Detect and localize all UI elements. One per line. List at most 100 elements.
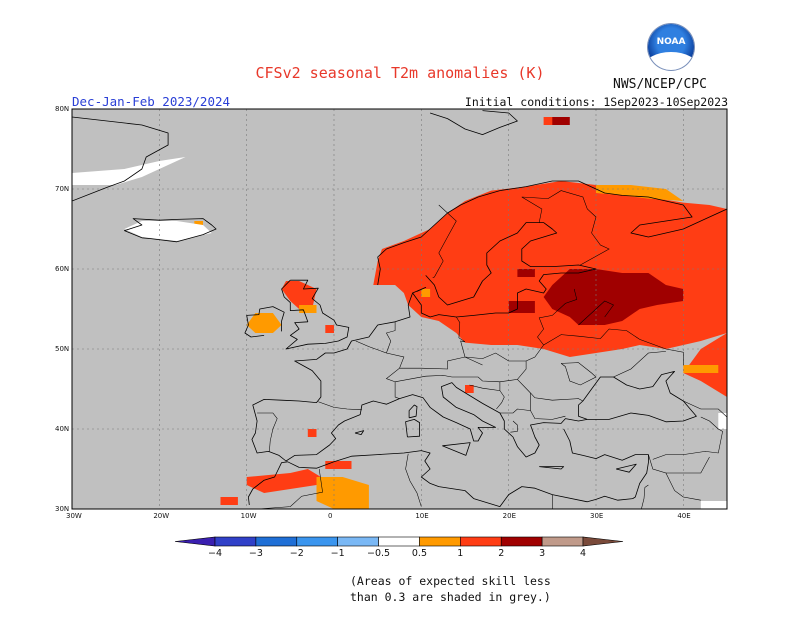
lat-tick-label: 30N xyxy=(55,505,70,513)
coastline-15 xyxy=(354,430,365,436)
coastline-2 xyxy=(251,292,697,462)
coastline-13 xyxy=(539,466,565,470)
lat-tick-label: 50N xyxy=(55,345,70,353)
anomaly-region-4 xyxy=(307,429,317,437)
coastline-9 xyxy=(72,116,169,202)
colorbar-label: −0.5 xyxy=(367,548,391,559)
anomaly-region-3 xyxy=(325,325,334,333)
initial-conditions: Initial conditions: 1Sep2023-10Sep2023 xyxy=(464,95,728,109)
anomaly-region-15 xyxy=(683,365,719,373)
lon-tick-label: 30W xyxy=(66,512,82,520)
anomaly-region-11 xyxy=(299,305,317,313)
noaa-logo: NOAA xyxy=(648,24,694,70)
colorbar-label: 0.5 xyxy=(411,548,427,559)
colorbar-bin xyxy=(255,536,298,547)
anomaly-region-17 xyxy=(543,269,684,325)
colorbar-label: −4 xyxy=(207,548,223,559)
border-13 xyxy=(560,362,597,386)
colorbar-bin xyxy=(500,536,543,547)
border-22 xyxy=(641,484,649,509)
lon-tick-label: 0 xyxy=(328,512,333,520)
coastline-5 xyxy=(281,279,350,350)
colorbar-bin xyxy=(541,536,584,547)
colorbar-bin xyxy=(378,536,420,547)
border-19 xyxy=(683,400,727,418)
anomaly-region-14 xyxy=(421,289,431,297)
border-1 xyxy=(521,190,610,266)
border-23 xyxy=(665,456,710,474)
border-0 xyxy=(432,204,457,279)
colorbar-bin xyxy=(337,536,379,547)
colorbar-arrow-low xyxy=(174,536,216,547)
colorbar-arrow-high xyxy=(582,536,624,547)
coastline-10 xyxy=(408,404,418,419)
map-frame xyxy=(71,108,728,510)
anomaly-region-5 xyxy=(246,469,321,493)
map-title: CFSv2 seasonal T2m anomalies (K) xyxy=(255,64,545,82)
anomaly-region-19 xyxy=(517,269,535,277)
colorbar-bin xyxy=(214,536,257,547)
skill-note-line1: (Areas of expected skill less xyxy=(350,574,551,588)
colorbar-label: −2 xyxy=(289,548,304,559)
border-10 xyxy=(257,412,278,452)
anomaly-region-0 xyxy=(373,181,727,357)
anomaly-region-10 xyxy=(246,313,282,333)
border-18 xyxy=(510,420,518,433)
colorbar-bin xyxy=(419,536,461,547)
colorbar-label: 2 xyxy=(498,548,505,559)
lon-tick-label: 30E xyxy=(590,512,604,520)
anomaly-region-23 xyxy=(718,413,727,429)
lon-tick-label: 10W xyxy=(240,512,257,520)
anomaly-region-22 xyxy=(124,221,212,241)
lon-tick-label: 10E xyxy=(415,512,429,520)
border-9 xyxy=(318,401,362,411)
border-21 xyxy=(648,454,701,501)
coastline-4 xyxy=(247,450,597,508)
coastline-8 xyxy=(429,110,518,136)
coastlines xyxy=(72,110,727,508)
border-5 xyxy=(385,321,396,354)
agency-label: NWS/NCEP/CPC xyxy=(613,77,707,92)
border-7 xyxy=(399,356,483,370)
border-15 xyxy=(499,408,531,414)
coastline-7 xyxy=(124,218,217,243)
anomaly-region-20 xyxy=(552,117,570,125)
forecast-period: Dec-Jan-Feb 2023/2024 xyxy=(72,94,231,109)
colorbar-bin xyxy=(460,536,502,547)
anomaly-region-21 xyxy=(72,157,186,185)
anomaly-region-8 xyxy=(220,497,238,505)
border-8 xyxy=(395,375,452,383)
logo-wave-icon xyxy=(648,52,694,70)
border-17 xyxy=(469,384,500,391)
border-16 xyxy=(496,381,505,410)
border-12 xyxy=(517,379,584,402)
border-4 xyxy=(578,300,614,326)
border-24 xyxy=(257,468,323,509)
lat-tick-label: 70N xyxy=(55,185,70,193)
border-27 xyxy=(613,351,666,378)
lon-tick-label: 40E xyxy=(677,512,691,520)
coastline-0 xyxy=(377,180,727,286)
logo-text: NOAA xyxy=(656,37,686,47)
country-borders xyxy=(257,190,727,509)
colorbar-bin xyxy=(296,536,338,547)
border-25 xyxy=(405,453,422,507)
colorbar-label: 1 xyxy=(457,548,464,559)
anomaly-region-2 xyxy=(281,281,317,309)
colorbar-label: −3 xyxy=(248,548,263,559)
border-3 xyxy=(543,328,684,365)
colorbar-label: 3 xyxy=(539,548,546,559)
lat-tick-label: 40N xyxy=(55,425,70,433)
coastline-11 xyxy=(405,418,421,438)
lon-tick-label: 20W xyxy=(153,512,170,520)
anomaly-region-24 xyxy=(700,501,727,509)
colorbar-label: −1 xyxy=(330,548,345,559)
lat-tick-label: 80N xyxy=(55,105,70,113)
border-20 xyxy=(652,416,723,460)
anomaly-regions xyxy=(72,117,727,509)
anomaly-region-12 xyxy=(316,477,369,509)
lat-tick-label: 60N xyxy=(55,265,70,273)
coastline-14 xyxy=(616,463,637,473)
lon-tick-label: 20E xyxy=(502,512,516,520)
